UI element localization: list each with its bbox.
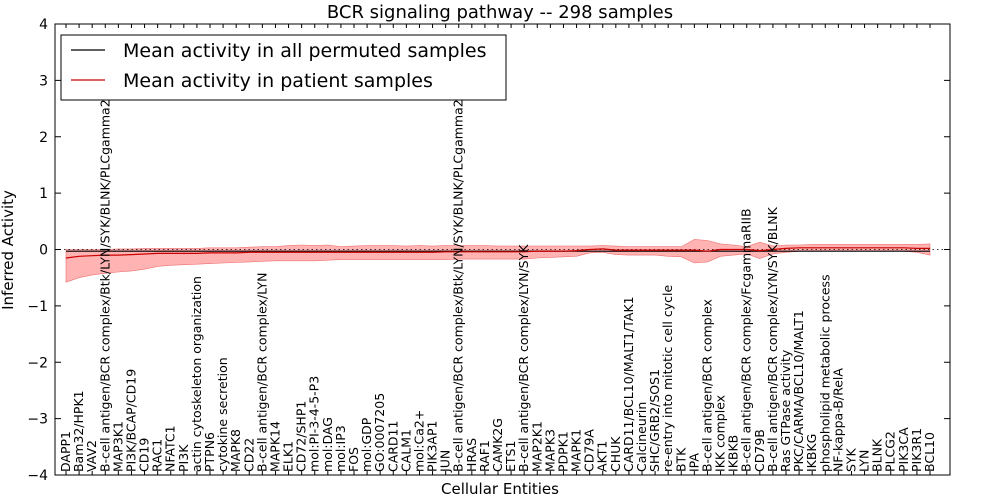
x-category-label: B-cell antigen/BCR complex/LYN/SYK bbox=[516, 244, 531, 472]
x-category-label: MAPK8 bbox=[228, 429, 243, 472]
x-category-label: MAPK1 bbox=[569, 429, 584, 472]
x-category-label: HRAS bbox=[464, 438, 479, 472]
x-category-label: NF-kappa-B/RelA bbox=[830, 368, 845, 472]
y-tick-label: 2 bbox=[39, 130, 48, 146]
x-category-label: PI3K bbox=[176, 444, 191, 472]
x-category-label: B-cell antigen/BCR complex/LYN bbox=[254, 273, 269, 473]
x-category-label: SYK bbox=[844, 447, 859, 472]
x-category-label: IKK complex bbox=[713, 395, 728, 472]
x-category-label: DAPP1 bbox=[58, 431, 73, 472]
x-category-label: CD72/SHP1 bbox=[294, 401, 309, 472]
x-category-label: B-cell antigen/BCR complex bbox=[700, 299, 715, 472]
x-category-label: LYN bbox=[857, 450, 872, 472]
x-category-label: IKBKG bbox=[804, 434, 819, 472]
x-category-label: CARD11 bbox=[385, 421, 400, 473]
y-tick-label: −4 bbox=[27, 468, 48, 484]
x-category-label: CARD11/BCL10/MALT1/TAK1 bbox=[621, 296, 636, 472]
y-axis-ticks: 4 3 2 1 0 −1 −2 −3 −4 bbox=[27, 17, 950, 484]
chart-title: BCR signaling pathway -- 298 samples bbox=[327, 2, 673, 23]
x-category-label: MAPK3 bbox=[542, 429, 557, 472]
x-category-label: PDPK1 bbox=[556, 431, 571, 472]
x-category-label: mol:IP3 bbox=[333, 425, 348, 472]
y-axis-title: Inferred Activity bbox=[0, 190, 17, 310]
x-category-label: MAPK14 bbox=[268, 421, 283, 472]
x-category-label: Bam32/HPK1 bbox=[71, 390, 86, 472]
series-layer bbox=[65, 247, 930, 259]
x-category-label: PKC/CARMA/BCL10/MALT1 bbox=[791, 310, 806, 472]
x-category-label: NFATC1 bbox=[163, 425, 178, 472]
x-category-label: mol:GDP bbox=[359, 417, 374, 472]
x-category-label: CAMK2G bbox=[490, 418, 505, 472]
x-category-label: Calcineurin bbox=[634, 402, 649, 472]
legend-label-patient: Mean activity in patient samples bbox=[123, 70, 433, 92]
x-category-label: B-cell antigen/BCR complex/LYN/SYK/BLNK bbox=[765, 206, 780, 472]
x-category-label: ELK1 bbox=[281, 441, 296, 472]
x-category-label: GO:0007205 bbox=[372, 393, 387, 472]
x-category-label: AKT1 bbox=[595, 441, 610, 472]
legend: Mean activity in all permuted samples Me… bbox=[60, 34, 507, 101]
x-category-label: actin cytoskeleton organization bbox=[189, 276, 204, 472]
x-category-label: IKBKB bbox=[726, 435, 741, 472]
x-category-label: PTPN6 bbox=[202, 432, 217, 472]
x-category-label: CHUK bbox=[608, 436, 623, 472]
x-axis-ticks bbox=[65, 24, 931, 475]
x-category-label: PIK3CA bbox=[896, 427, 911, 472]
x-category-label: CD22 bbox=[241, 438, 256, 472]
x-category-label: BLNK bbox=[870, 438, 885, 472]
y-tick-label: 0 bbox=[39, 243, 48, 259]
x-category-label: RAC1 bbox=[150, 439, 165, 472]
legend-label-permuted: Mean activity in all permuted samples bbox=[123, 40, 486, 62]
x-axis-title: Cellular Entities bbox=[441, 480, 559, 498]
x-category-label: MAP2K1 bbox=[529, 421, 544, 472]
x-category-label: CD79B bbox=[752, 429, 767, 472]
x-category-label: ETS1 bbox=[503, 441, 518, 472]
x-category-label: re-entry into mitotic cell cycle bbox=[660, 284, 675, 472]
x-category-label: IPA bbox=[686, 453, 701, 472]
x-category-label: mol:PI-3-4-5-P3 bbox=[307, 376, 322, 472]
x-category-label: CD19 bbox=[137, 438, 152, 472]
x-category-label: BCL10 bbox=[922, 432, 937, 472]
x-category-label: MAP3K1 bbox=[110, 421, 125, 472]
x-category-label: phospholipid metabolic process bbox=[817, 274, 832, 472]
x-category-label: cytokine secretion bbox=[215, 357, 230, 472]
x-category-label: B-cell antigen/BCR complex/Btk/LYN/SYK/B… bbox=[451, 99, 466, 472]
x-category-label: B-cell antigen/BCR complex/FcgammaRIIB bbox=[739, 208, 754, 472]
y-tick-label: 4 bbox=[39, 17, 48, 33]
y-tick-label: −2 bbox=[27, 355, 48, 371]
legend-box bbox=[60, 34, 507, 101]
x-category-label: PLCG2 bbox=[883, 431, 898, 472]
x-category-label: PIK3R1 bbox=[909, 428, 924, 472]
y-tick-label: −3 bbox=[27, 412, 48, 428]
x-category-label: CD79A bbox=[582, 429, 597, 472]
x-category-label: BTK bbox=[673, 447, 688, 472]
x-category-label: PI3K/BCAP/CD19 bbox=[124, 369, 139, 472]
series-line-patient bbox=[65, 247, 930, 259]
x-category-label: JUN bbox=[438, 450, 453, 473]
x-category-label: SHC/GRB2/SOS1 bbox=[647, 369, 662, 472]
x-category-label: mol:DAG bbox=[320, 417, 335, 472]
x-category-label: FOS bbox=[346, 447, 361, 472]
y-tick-label: 3 bbox=[39, 73, 48, 89]
x-category-label: VAV2 bbox=[84, 440, 99, 472]
x-category-label: B-cell antigen/BCR complex/Btk/LYN/SYK/B… bbox=[97, 99, 112, 472]
x-category-label: RAF1 bbox=[477, 440, 492, 472]
x-category-label: mol:Ca2+ bbox=[412, 410, 427, 472]
y-tick-label: −1 bbox=[27, 299, 48, 315]
x-category-label: CALM1 bbox=[398, 429, 413, 472]
x-category-label: Ras GTPase activity bbox=[778, 349, 793, 472]
y-tick-label: 1 bbox=[39, 186, 48, 202]
x-category-label: PIK3AP1 bbox=[425, 421, 440, 472]
